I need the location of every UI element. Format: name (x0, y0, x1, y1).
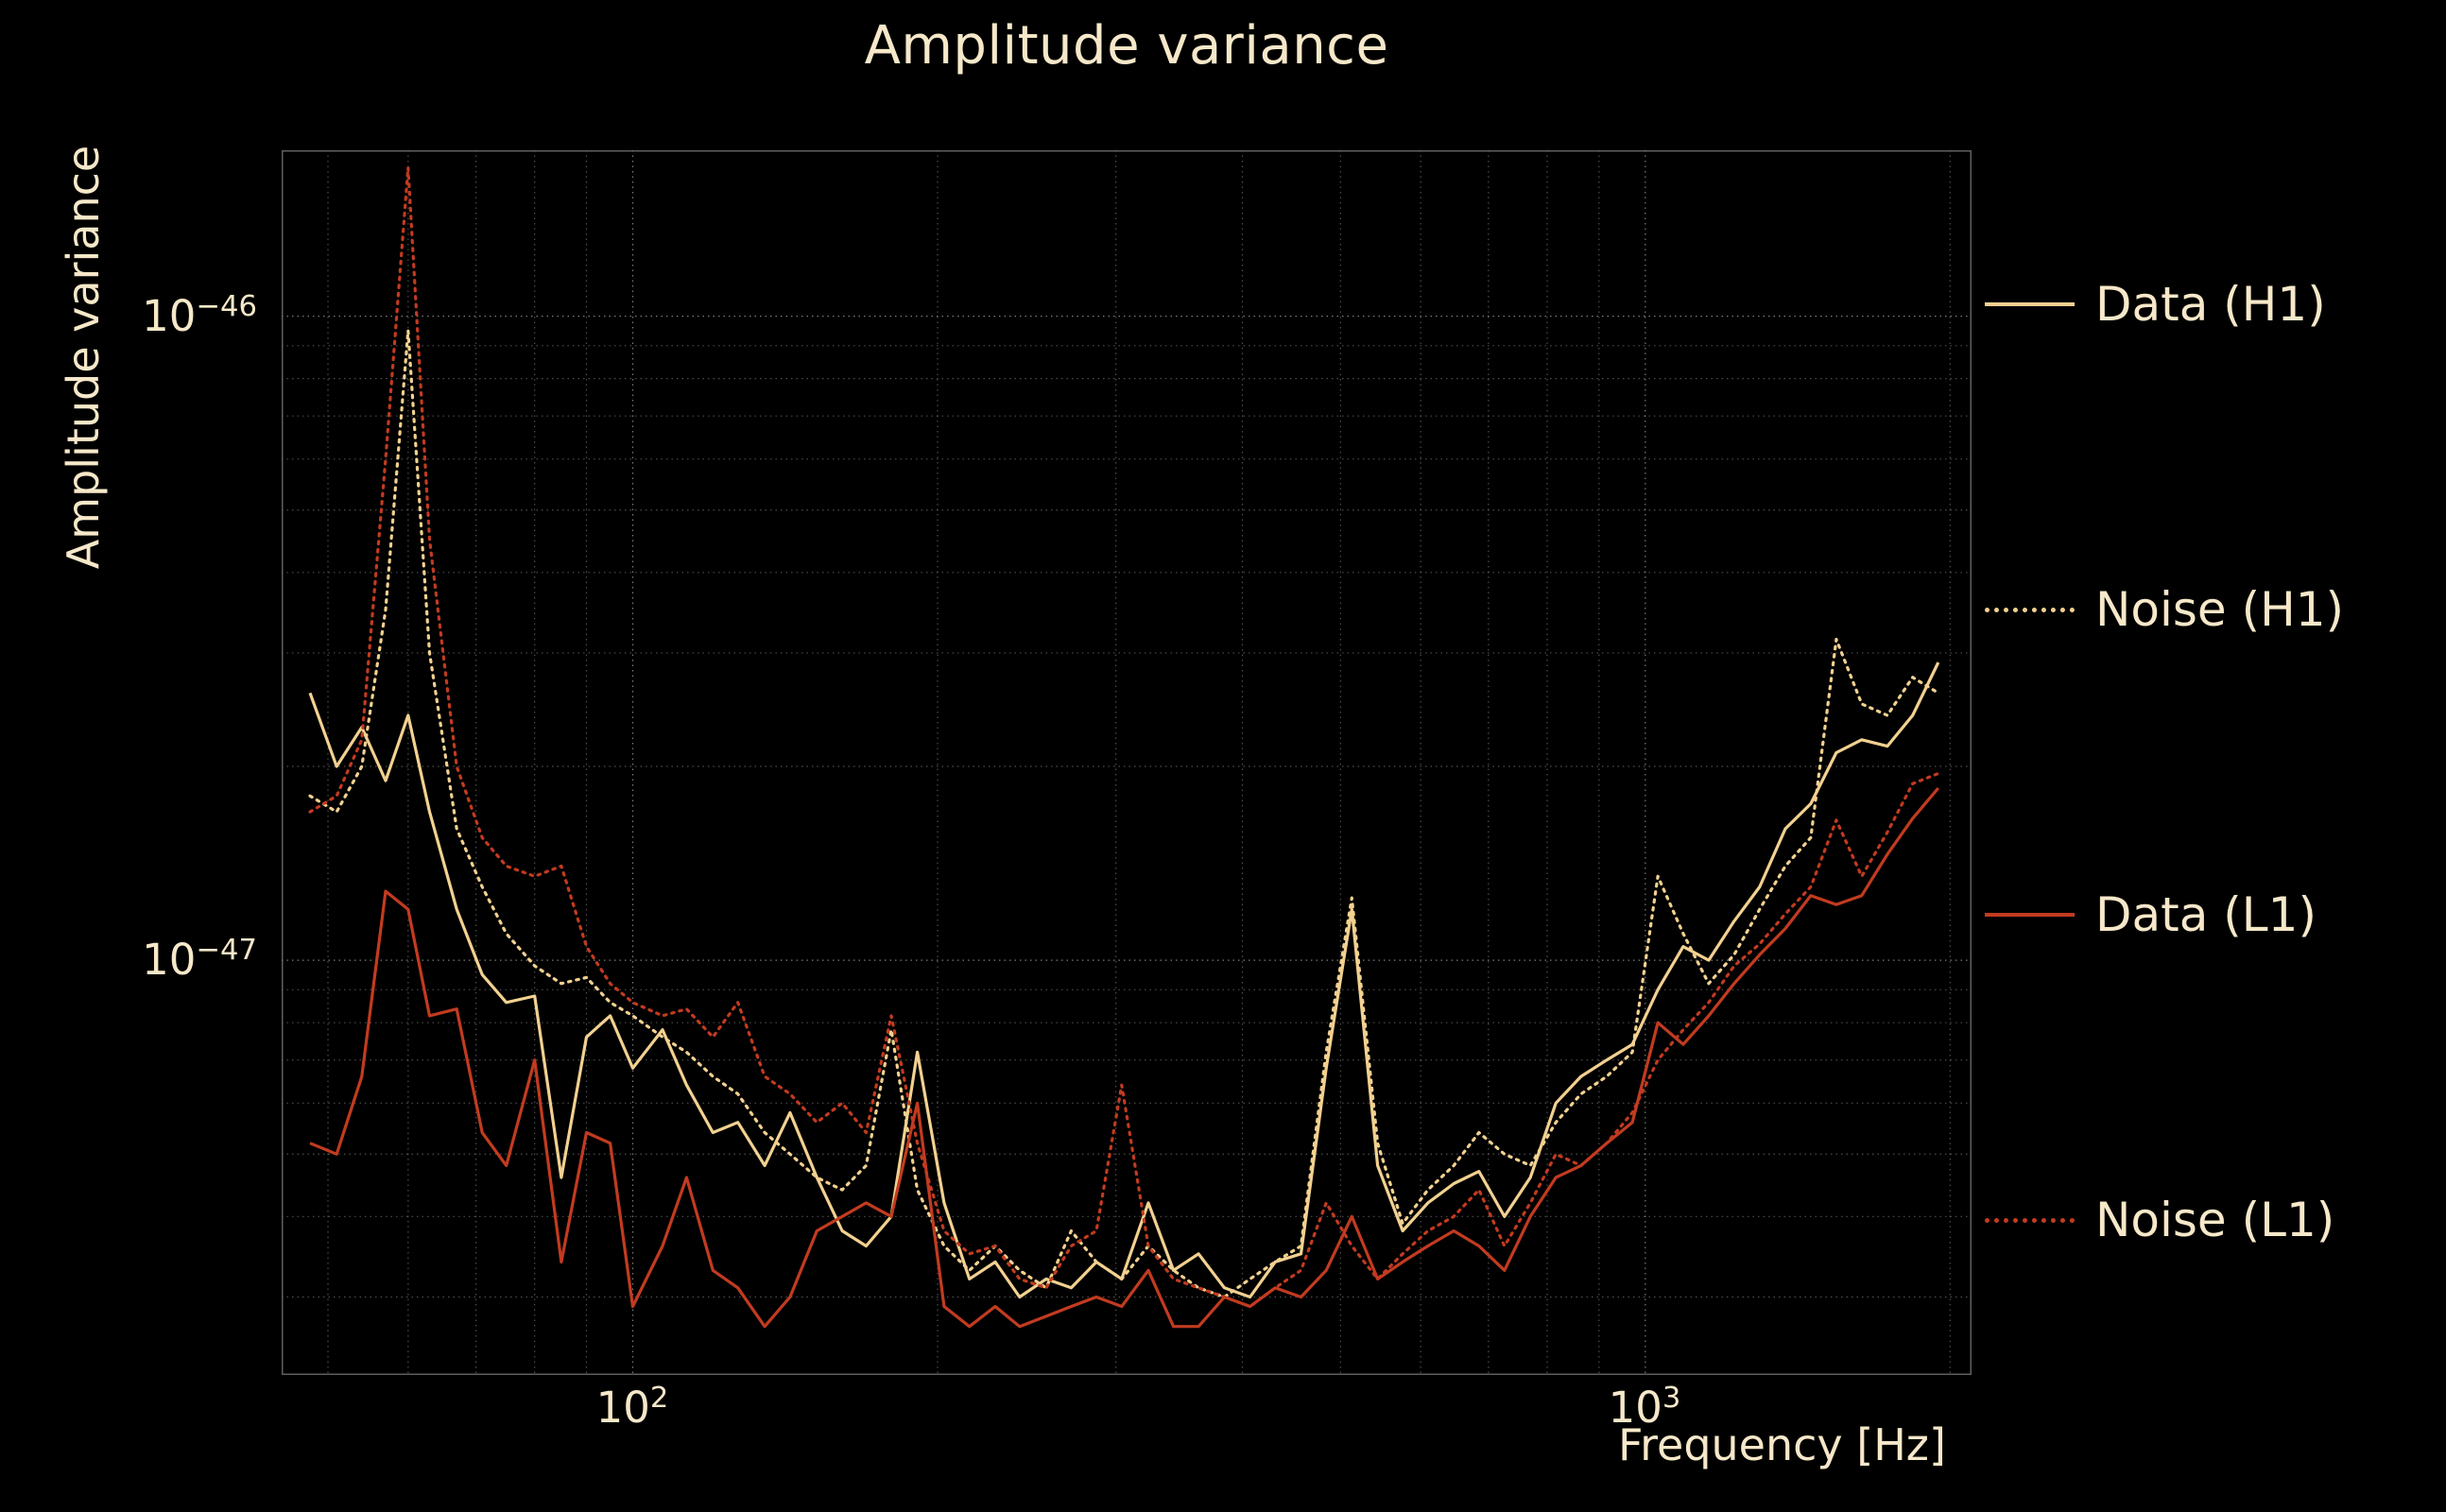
legend: Data (H1) Noise (H1) Data (L1) Noise (L1… (1985, 0, 2446, 1512)
y-tick-1e-46: 10−46 (142, 290, 257, 341)
series-line-1 (308, 329, 1940, 1299)
x-axis-title: Frequency [Hz] (1618, 1419, 1946, 1470)
legend-sample-2 (1985, 913, 2075, 917)
series-line-2 (309, 786, 1940, 1329)
legend-sample-1 (1985, 607, 2075, 612)
y-tick-1e-47: 10−47 (142, 934, 257, 985)
chart-title: Amplitude variance (864, 15, 1389, 77)
legend-item-noise-h1: Noise (H1) (1985, 581, 2344, 638)
legend-sample-3 (1985, 1217, 2075, 1223)
legend-label-noise-h1: Noise (H1) (2095, 582, 2345, 637)
plot-area (282, 150, 1972, 1375)
legend-label-data-l1: Data (L1) (2095, 887, 2317, 942)
legend-item-noise-l1: Noise (L1) (1985, 1192, 2334, 1248)
legend-label-data-h1: Data (H1) (2095, 277, 2326, 332)
x-tick-1000: 103 (1608, 1382, 1681, 1433)
plot-canvas (282, 150, 1972, 1375)
y-axis-title: Amplitude variance (58, 145, 109, 570)
legend-label-noise-l1: Noise (L1) (2095, 1193, 2335, 1247)
legend-item-data-l1: Data (L1) (1985, 886, 2317, 943)
legend-item-data-h1: Data (H1) (1985, 276, 2326, 333)
legend-sample-0 (1985, 302, 2075, 306)
plot-frame (282, 150, 1972, 1375)
series-line-3 (308, 166, 1940, 1309)
x-tick-100: 102 (595, 1382, 669, 1433)
